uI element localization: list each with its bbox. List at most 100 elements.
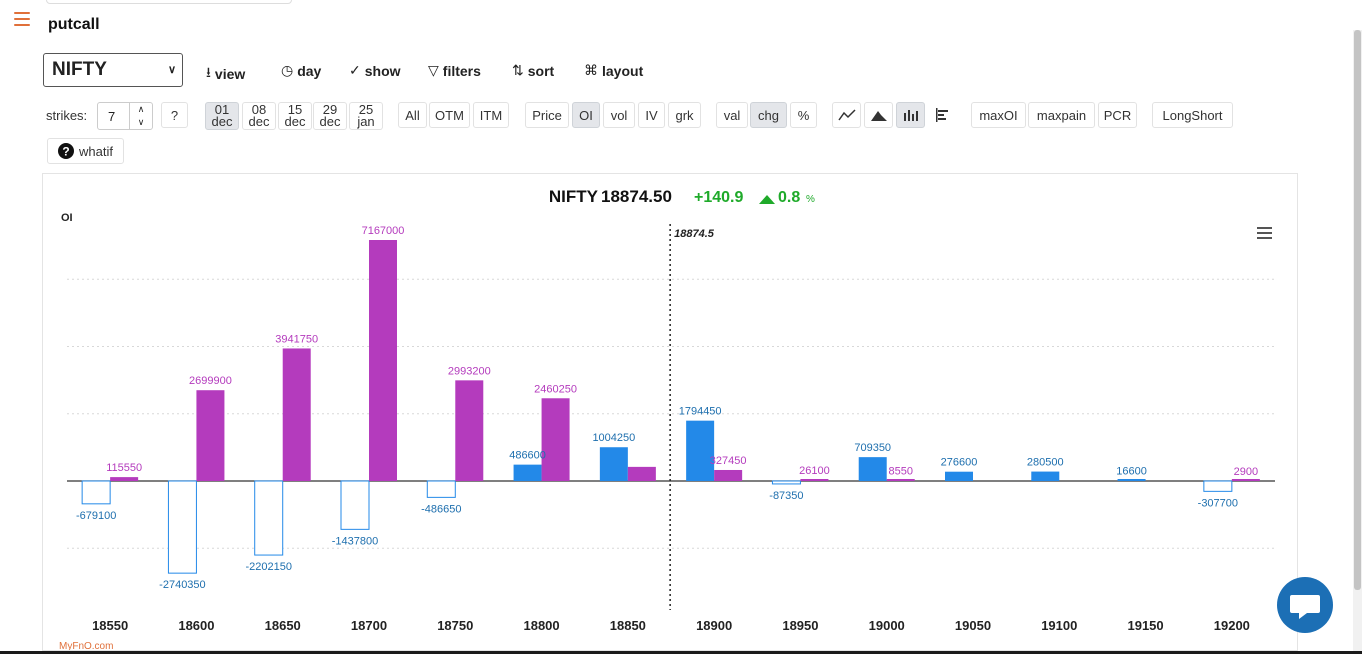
symbol-select-value: NIFTY (52, 59, 107, 80)
longshort-label: LongShort (1162, 107, 1223, 123)
metric-price[interactable]: Price (525, 102, 569, 128)
mode-val-label: val (723, 107, 741, 123)
filter-itm[interactable]: ITM (473, 102, 509, 128)
bar-call-19000[interactable] (858, 457, 887, 481)
data-label: 2900 (1234, 466, 1258, 478)
horizontal-bar-button[interactable] (928, 102, 957, 128)
x-tick-label: 18650 (265, 618, 301, 633)
expiry-01-dec[interactable]: 01 dec (205, 102, 239, 130)
show-button[interactable]: ✓ show (349, 62, 401, 79)
bar-put-18600[interactable] (196, 390, 225, 481)
layout-button[interactable]: ⌘ layout (584, 62, 643, 79)
bottom-border (0, 651, 1362, 654)
pcr-button[interactable]: PCR (1098, 102, 1137, 128)
line-chart-icon (837, 109, 856, 121)
metric-vol[interactable]: vol (603, 102, 635, 128)
bar-call-18550[interactable] (81, 480, 111, 505)
data-label: 709350 (854, 442, 891, 454)
bar-put-18650[interactable] (282, 348, 311, 481)
search-box-edge[interactable] (46, 0, 292, 4)
bar-call-18950[interactable] (771, 480, 801, 485)
chart-menu-icon[interactable] (1257, 227, 1272, 239)
filter-otm[interactable]: OTM (429, 102, 470, 128)
bar-call-19100[interactable] (1031, 471, 1060, 481)
page-title: putcall (48, 16, 100, 33)
help-button[interactable]: ? (161, 102, 188, 128)
maxoi-button-label: maxOI (979, 107, 1018, 123)
bar-call-18700[interactable] (340, 480, 370, 530)
data-label: -679100 (76, 510, 116, 522)
expiry-day: 29 (322, 102, 338, 117)
bar-call-19200[interactable] (1203, 480, 1233, 492)
expiry-08-dec[interactable]: 08 dec (242, 102, 276, 130)
area-chart-icon (870, 111, 887, 121)
bar-put-18950[interactable] (800, 479, 829, 481)
bar-chart-button[interactable] (896, 102, 925, 128)
strikes-stepper[interactable]: ∧ ∨ (129, 103, 152, 129)
expiry-month: dec (319, 114, 341, 129)
sort-icon: ⇅ (512, 62, 524, 78)
bar-put-18700[interactable] (369, 240, 397, 481)
maxoi-button[interactable]: maxOI (971, 102, 1026, 128)
chart-change-pct: 0.8 (778, 189, 800, 206)
download-icon: ⭳ (206, 64, 211, 80)
maxpain-button[interactable]: maxpain (1028, 102, 1095, 128)
filters-label: filters (442, 62, 481, 79)
expiry-29-dec[interactable]: 29 dec (313, 102, 347, 130)
expiry-month: dec (211, 114, 233, 129)
area-chart-button[interactable] (864, 102, 893, 128)
bar-call-19050[interactable] (945, 471, 973, 481)
mode-val[interactable]: val (716, 102, 748, 128)
bar-call-18650[interactable] (254, 480, 284, 556)
expiry-15-dec[interactable]: 15 dec (278, 102, 312, 130)
metric-grk[interactable]: grk (668, 102, 701, 128)
metric-oi[interactable]: OI (572, 102, 600, 128)
filters-button[interactable]: ▽ filters (428, 62, 481, 79)
bar-put-19200[interactable] (1231, 479, 1260, 481)
bar-call-18900[interactable] (686, 420, 715, 481)
bar-call-18600[interactable] (167, 480, 197, 574)
strikes-input[interactable]: 7 ∧ ∨ (97, 102, 153, 130)
bar-put-18850[interactable] (627, 466, 656, 481)
clock-icon: ◷ (281, 62, 294, 78)
line-chart-button[interactable] (832, 102, 861, 128)
bar-put-18800[interactable] (541, 398, 570, 481)
bar-put-18900[interactable] (714, 469, 743, 481)
bar-call-19150[interactable] (1117, 479, 1146, 481)
show-label: show (364, 62, 401, 79)
day-label: day (297, 62, 322, 79)
longshort-button[interactable]: LongShort (1152, 102, 1233, 128)
chat-button[interactable] (1277, 577, 1333, 633)
bar-call-18800[interactable] (513, 464, 542, 481)
mode-chg-label: chg (758, 107, 779, 123)
metric-iv[interactable]: IV (638, 102, 665, 128)
expiry-25-jan[interactable]: 25 jan (349, 102, 383, 130)
day-button[interactable]: ◷ day (281, 62, 321, 79)
mode-pct[interactable]: % (790, 102, 817, 128)
data-label: 280500 (1027, 457, 1064, 469)
svg-text:?: ? (62, 145, 69, 159)
page-scrollbar[interactable] (1353, 30, 1362, 654)
bar-call-18750[interactable] (426, 480, 456, 498)
hamburger-menu-icon[interactable] (14, 12, 30, 30)
x-tick-label: 19150 (1127, 618, 1163, 633)
mode-chg[interactable]: chg (750, 102, 787, 128)
whatif-button[interactable]: ? whatif (47, 138, 124, 164)
x-tick-label: 18750 (437, 618, 473, 633)
horizontal-bar-icon (935, 108, 948, 122)
x-tick-label: 18950 (782, 618, 818, 633)
expiry-day: 01 (214, 102, 230, 117)
bar-put-19000[interactable] (886, 479, 915, 481)
view-button[interactable]: ⭳ view (206, 62, 245, 86)
symbol-select[interactable]: NIFTY ∨ (43, 53, 183, 87)
data-label: 2993200 (448, 365, 491, 377)
sort-button[interactable]: ⇅ sort (512, 62, 554, 79)
bar-put-18550[interactable] (110, 477, 139, 481)
data-label: 3941750 (275, 333, 318, 345)
filter-all[interactable]: All (398, 102, 427, 128)
bar-call-18850[interactable] (599, 447, 628, 481)
bar-put-18750[interactable] (455, 380, 484, 481)
sort-label: sort (527, 62, 555, 79)
data-label: 2460250 (534, 383, 577, 395)
data-label: 2699900 (189, 375, 232, 387)
